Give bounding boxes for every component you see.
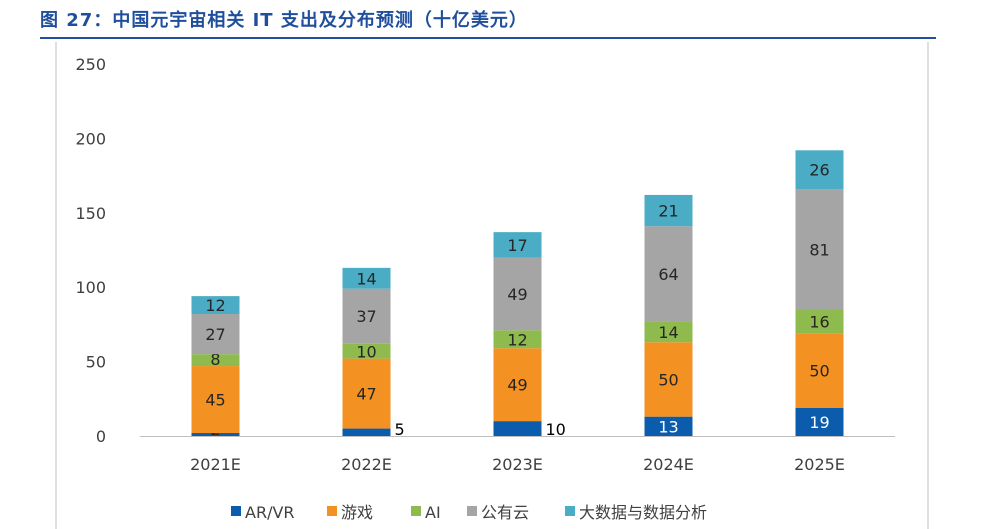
bar-segment xyxy=(644,226,693,322)
data-label: 21 xyxy=(658,202,678,221)
bar-segment xyxy=(342,358,391,429)
data-label: 50 xyxy=(658,370,678,389)
bar-segment xyxy=(191,366,240,434)
data-label: 50 xyxy=(809,362,829,381)
y-tick-label: 0 xyxy=(96,427,106,446)
bar-segment xyxy=(191,354,240,367)
data-label: 19 xyxy=(809,413,829,432)
legend-label: 公有云 xyxy=(481,503,529,522)
data-label: 37 xyxy=(356,307,376,326)
bar-segment xyxy=(342,267,391,289)
legend-label: 游戏 xyxy=(341,503,373,522)
legend-swatch xyxy=(231,506,241,516)
x-tick-label: 2023E xyxy=(492,455,543,474)
legend-label: AR/VR xyxy=(245,503,295,522)
data-label: 17 xyxy=(507,236,527,255)
bar-segment xyxy=(795,333,844,408)
bar-segment xyxy=(191,296,240,314)
y-tick-label: 200 xyxy=(75,129,106,148)
data-label: 49 xyxy=(507,285,527,304)
legend-swatch xyxy=(565,506,575,516)
legend-swatch xyxy=(411,506,421,516)
legend-label: 大数据与数据分析 xyxy=(579,503,707,522)
bar-segment xyxy=(493,348,542,422)
bar-segment xyxy=(342,288,391,344)
x-tick-label: 2024E xyxy=(643,455,694,474)
bar-segment xyxy=(493,257,542,331)
bar-segment xyxy=(342,428,391,436)
data-label: 5 xyxy=(395,420,405,439)
y-axis: 0 50 100 150 200 250 xyxy=(75,55,106,446)
chart-title: 图 27：中国元宇宙相关 IT 支出及分布预测（十亿美元） xyxy=(40,10,528,31)
bar-segment xyxy=(795,188,844,310)
bar-segment xyxy=(795,150,844,189)
data-label: 45 xyxy=(205,391,225,410)
data-label: 12 xyxy=(507,330,527,349)
data-label: 8 xyxy=(210,350,220,369)
data-label: 47 xyxy=(356,385,376,404)
legend-label: AI xyxy=(425,503,441,522)
data-label: 13 xyxy=(658,417,678,436)
data-label: 49 xyxy=(507,376,527,395)
y-tick-label: 250 xyxy=(75,55,106,74)
bar-segment xyxy=(644,342,693,417)
x-tick-label: 2022E xyxy=(341,455,392,474)
bar-segment xyxy=(795,407,844,436)
bar-segment xyxy=(493,421,542,436)
x-tick-label: 2025E xyxy=(794,455,845,474)
bar-segment xyxy=(191,313,240,355)
data-label: 14 xyxy=(356,269,376,288)
x-axis-labels: 2021E 2022E 2023E 2024E 2025E xyxy=(190,455,845,474)
y-tick-label: 50 xyxy=(86,353,106,372)
title-rule xyxy=(40,37,936,39)
bars: 2458271254710371410491249171350146421195… xyxy=(191,150,844,439)
data-label: 64 xyxy=(658,265,678,284)
data-label: 14 xyxy=(658,323,678,342)
bar-segment xyxy=(493,232,542,258)
data-label: 16 xyxy=(809,312,829,331)
data-label: 81 xyxy=(809,240,829,259)
bar-segment xyxy=(644,194,693,227)
data-label: 10 xyxy=(546,420,566,439)
data-label: 12 xyxy=(205,296,225,315)
data-label: 10 xyxy=(356,343,376,362)
bar-segment xyxy=(644,416,693,436)
bar-segment xyxy=(191,433,240,436)
x-tick-label: 2021E xyxy=(190,455,241,474)
data-label: 27 xyxy=(205,325,225,344)
bar-segment xyxy=(493,330,542,349)
data-label: 26 xyxy=(809,161,829,180)
legend-swatch xyxy=(467,506,477,516)
y-tick-label: 100 xyxy=(75,278,106,297)
bar-segment xyxy=(342,343,391,359)
legend-swatch xyxy=(327,506,337,516)
bar-segment xyxy=(795,309,844,334)
legend: AR/VR 游戏 AI 公有云 大数据与数据分析 xyxy=(231,503,707,522)
y-tick-label: 150 xyxy=(75,204,106,223)
bar-segment xyxy=(644,321,693,343)
